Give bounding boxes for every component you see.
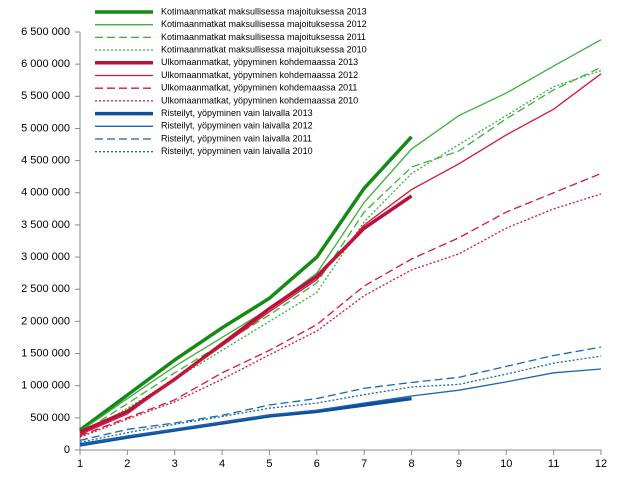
x-tick-label: 9 [456,458,462,470]
y-tick-label: 3 500 000 [21,219,70,231]
legend-label: Kotimaanmatkat maksullisessa majoitukses… [161,19,367,29]
legend-label: Ulkomaanmatkat, yöpyminen kohdemaassa 20… [161,70,358,80]
y-tick-label: 500 000 [30,412,70,424]
y-tick-label: 5 000 000 [21,122,70,134]
x-tick-label: 8 [408,458,414,470]
legend-label: Ulkomaanmatkat, yöpyminen kohdemaassa 20… [161,57,358,67]
y-tick-label: 2 500 000 [21,283,70,295]
series-line [79,355,602,443]
series-line [79,346,602,441]
x-tick-label: 12 [595,458,607,470]
y-tick-label: 6 500 000 [21,26,70,38]
series-line [79,396,412,447]
legend-label: Risteilyt, yöpyminen vain laivalla 2012 [161,121,313,131]
legend-label: Ulkomaanmatkat, yöpyminen kohdemaassa 20… [161,95,358,105]
series-line [79,172,602,437]
series-line [79,368,602,446]
y-tick-label: 2 000 000 [21,315,70,327]
series-line [79,193,602,438]
y-tick-label: 1 500 000 [21,347,70,359]
x-tick-label: 3 [172,458,178,470]
series-line [79,39,602,432]
series-line [79,66,602,435]
legend-label: Kotimaanmatkat maksullisessa majoitukses… [161,6,367,16]
series-line [79,73,602,436]
x-tick-label: 5 [266,458,272,470]
y-tick-label: 5 500 000 [21,90,70,102]
legend-label: Kotimaanmatkat maksullisessa majoitukses… [161,32,366,42]
y-tick-label: 0 [64,444,70,456]
legend-label: Risteilyt, yöpyminen vain laivalla 2010 [161,146,313,156]
y-tick-label: 1 000 000 [21,380,70,392]
y-tick-label: 4 500 000 [21,155,70,167]
y-tick-label: 4 000 000 [21,187,70,199]
legend-label: Ulkomaanmatkat, yöpyminen kohdemaassa 20… [161,83,357,93]
legend-label: Risteilyt, yöpyminen vain laivalla 2013 [161,108,313,118]
series-line [79,194,413,434]
x-tick-label: 7 [361,458,367,470]
y-tick-label: 6 000 000 [21,58,70,70]
y-tick-label: 3 000 000 [21,251,70,263]
x-tick-label: 2 [124,458,130,470]
legend-label: Kotimaanmatkat maksullisessa majoitukses… [161,44,367,54]
x-tick-label: 6 [314,458,320,470]
x-tick-label: 11 [548,458,559,470]
series-line [78,135,413,432]
x-tick-label: 10 [500,458,512,470]
legend-label: Risteilyt, yöpyminen vain laivalla 2011 [161,133,312,143]
x-tick-label: 4 [219,458,225,470]
x-tick-label: 1 [77,458,83,470]
